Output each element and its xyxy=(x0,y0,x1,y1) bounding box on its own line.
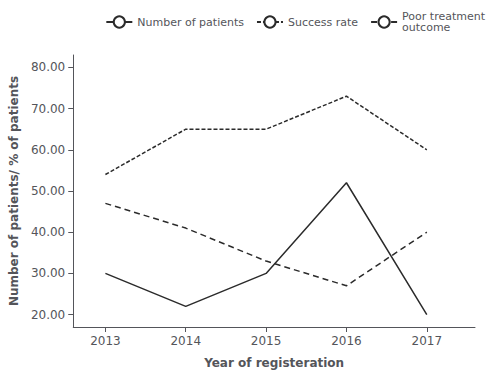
svg-text:50.00: 50.00 xyxy=(31,184,65,198)
svg-text:30.00: 30.00 xyxy=(31,266,65,280)
svg-text:70.00: 70.00 xyxy=(31,102,65,116)
svg-text:2013: 2013 xyxy=(90,334,121,348)
svg-text:Poor treatment: Poor treatment xyxy=(402,10,485,23)
svg-text:2014: 2014 xyxy=(170,334,201,348)
svg-text:Year of registeration: Year of registeration xyxy=(203,356,344,370)
svg-text:2015: 2015 xyxy=(251,334,282,348)
svg-text:Success rate: Success rate xyxy=(288,16,358,29)
svg-text:60.00: 60.00 xyxy=(31,143,65,157)
svg-text:80.00: 80.00 xyxy=(31,60,65,74)
svg-text:2016: 2016 xyxy=(331,334,362,348)
svg-text:Number of patients: Number of patients xyxy=(137,16,244,29)
svg-text:20.00: 20.00 xyxy=(31,308,65,322)
svg-text:40.00: 40.00 xyxy=(31,225,65,239)
svg-text:2017: 2017 xyxy=(412,334,443,348)
svg-text:outcome: outcome xyxy=(402,21,451,34)
svg-text:Number of patients/ % of patie: Number of patients/ % of patients xyxy=(7,76,21,306)
